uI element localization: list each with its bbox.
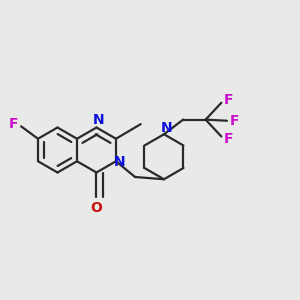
Text: O: O bbox=[91, 202, 102, 215]
Text: F: F bbox=[230, 114, 240, 128]
Text: N: N bbox=[93, 112, 104, 127]
Text: F: F bbox=[223, 94, 233, 107]
Text: N: N bbox=[113, 155, 125, 170]
Text: N: N bbox=[160, 121, 172, 134]
Text: F: F bbox=[223, 132, 233, 146]
Text: F: F bbox=[8, 117, 18, 131]
